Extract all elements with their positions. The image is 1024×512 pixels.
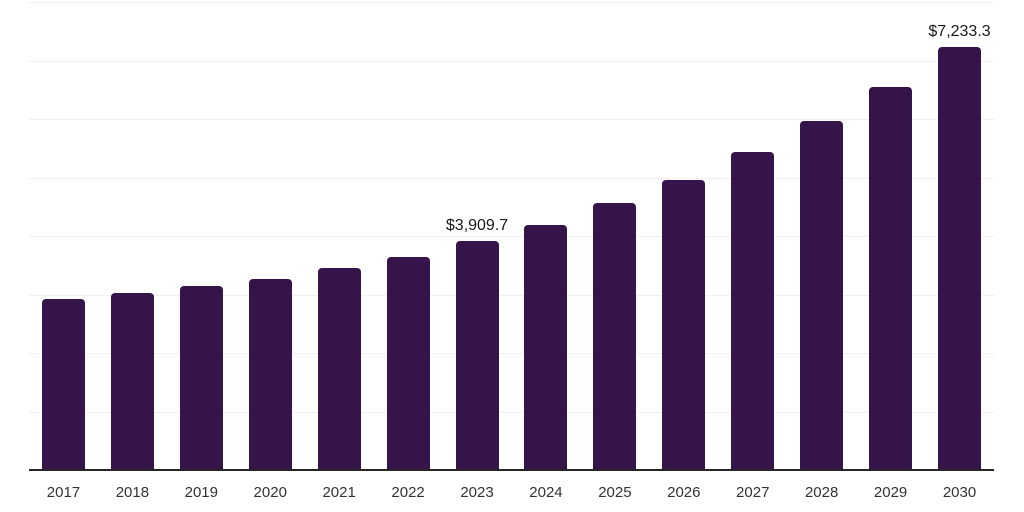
bar-2025 [593, 203, 637, 470]
x-tick-label-2023: 2023 [460, 484, 494, 501]
gridline-4000 [29, 236, 994, 237]
x-tick-label-2025: 2025 [598, 484, 632, 501]
x-tick-label-2029: 2029 [873, 484, 908, 501]
gridline-2000 [29, 353, 994, 354]
x-tick-label-2028: 2028 [804, 484, 839, 501]
bar-2027 [731, 152, 775, 470]
bar-2030 [938, 46, 982, 470]
bar-2023 [455, 241, 499, 470]
bar-2018 [110, 292, 154, 470]
x-tick-label-2019: 2019 [184, 484, 218, 501]
bar-2029 [869, 86, 913, 470]
x-tick-label-2026: 2026 [667, 484, 701, 501]
bar-2026 [662, 180, 706, 470]
bar-2017 [41, 298, 85, 470]
x-tick-label-2018: 2018 [115, 484, 150, 501]
x-tick-label-2021: 2021 [322, 484, 356, 501]
bar-2021 [317, 268, 361, 470]
x-tick-label-2027: 2027 [736, 484, 770, 501]
x-tick-label-2022: 2022 [391, 484, 425, 501]
data-label-2030: $7,233.3 [928, 22, 991, 40]
x-tick-label-2017: 2017 [46, 484, 81, 501]
bar-2020 [248, 279, 292, 470]
x-tick-label-2020: 2020 [253, 484, 287, 501]
bar-2019 [179, 286, 223, 470]
gridline-3000 [29, 294, 994, 296]
gridline-5000 [29, 177, 994, 179]
gridline-7000 [29, 60, 994, 62]
bar-2022 [386, 256, 430, 470]
x-tick-label-2024: 2024 [529, 484, 563, 501]
gridline-1000 [29, 411, 994, 413]
bar-2028 [800, 121, 844, 470]
x-axis-line [29, 469, 994, 471]
x-tick-label-2030: 2030 [942, 484, 977, 501]
data-label-2023: $3,909.7 [445, 217, 509, 235]
bar-2024 [524, 224, 568, 470]
gridline-6000 [29, 119, 994, 120]
gridline-8000 [29, 2, 994, 3]
